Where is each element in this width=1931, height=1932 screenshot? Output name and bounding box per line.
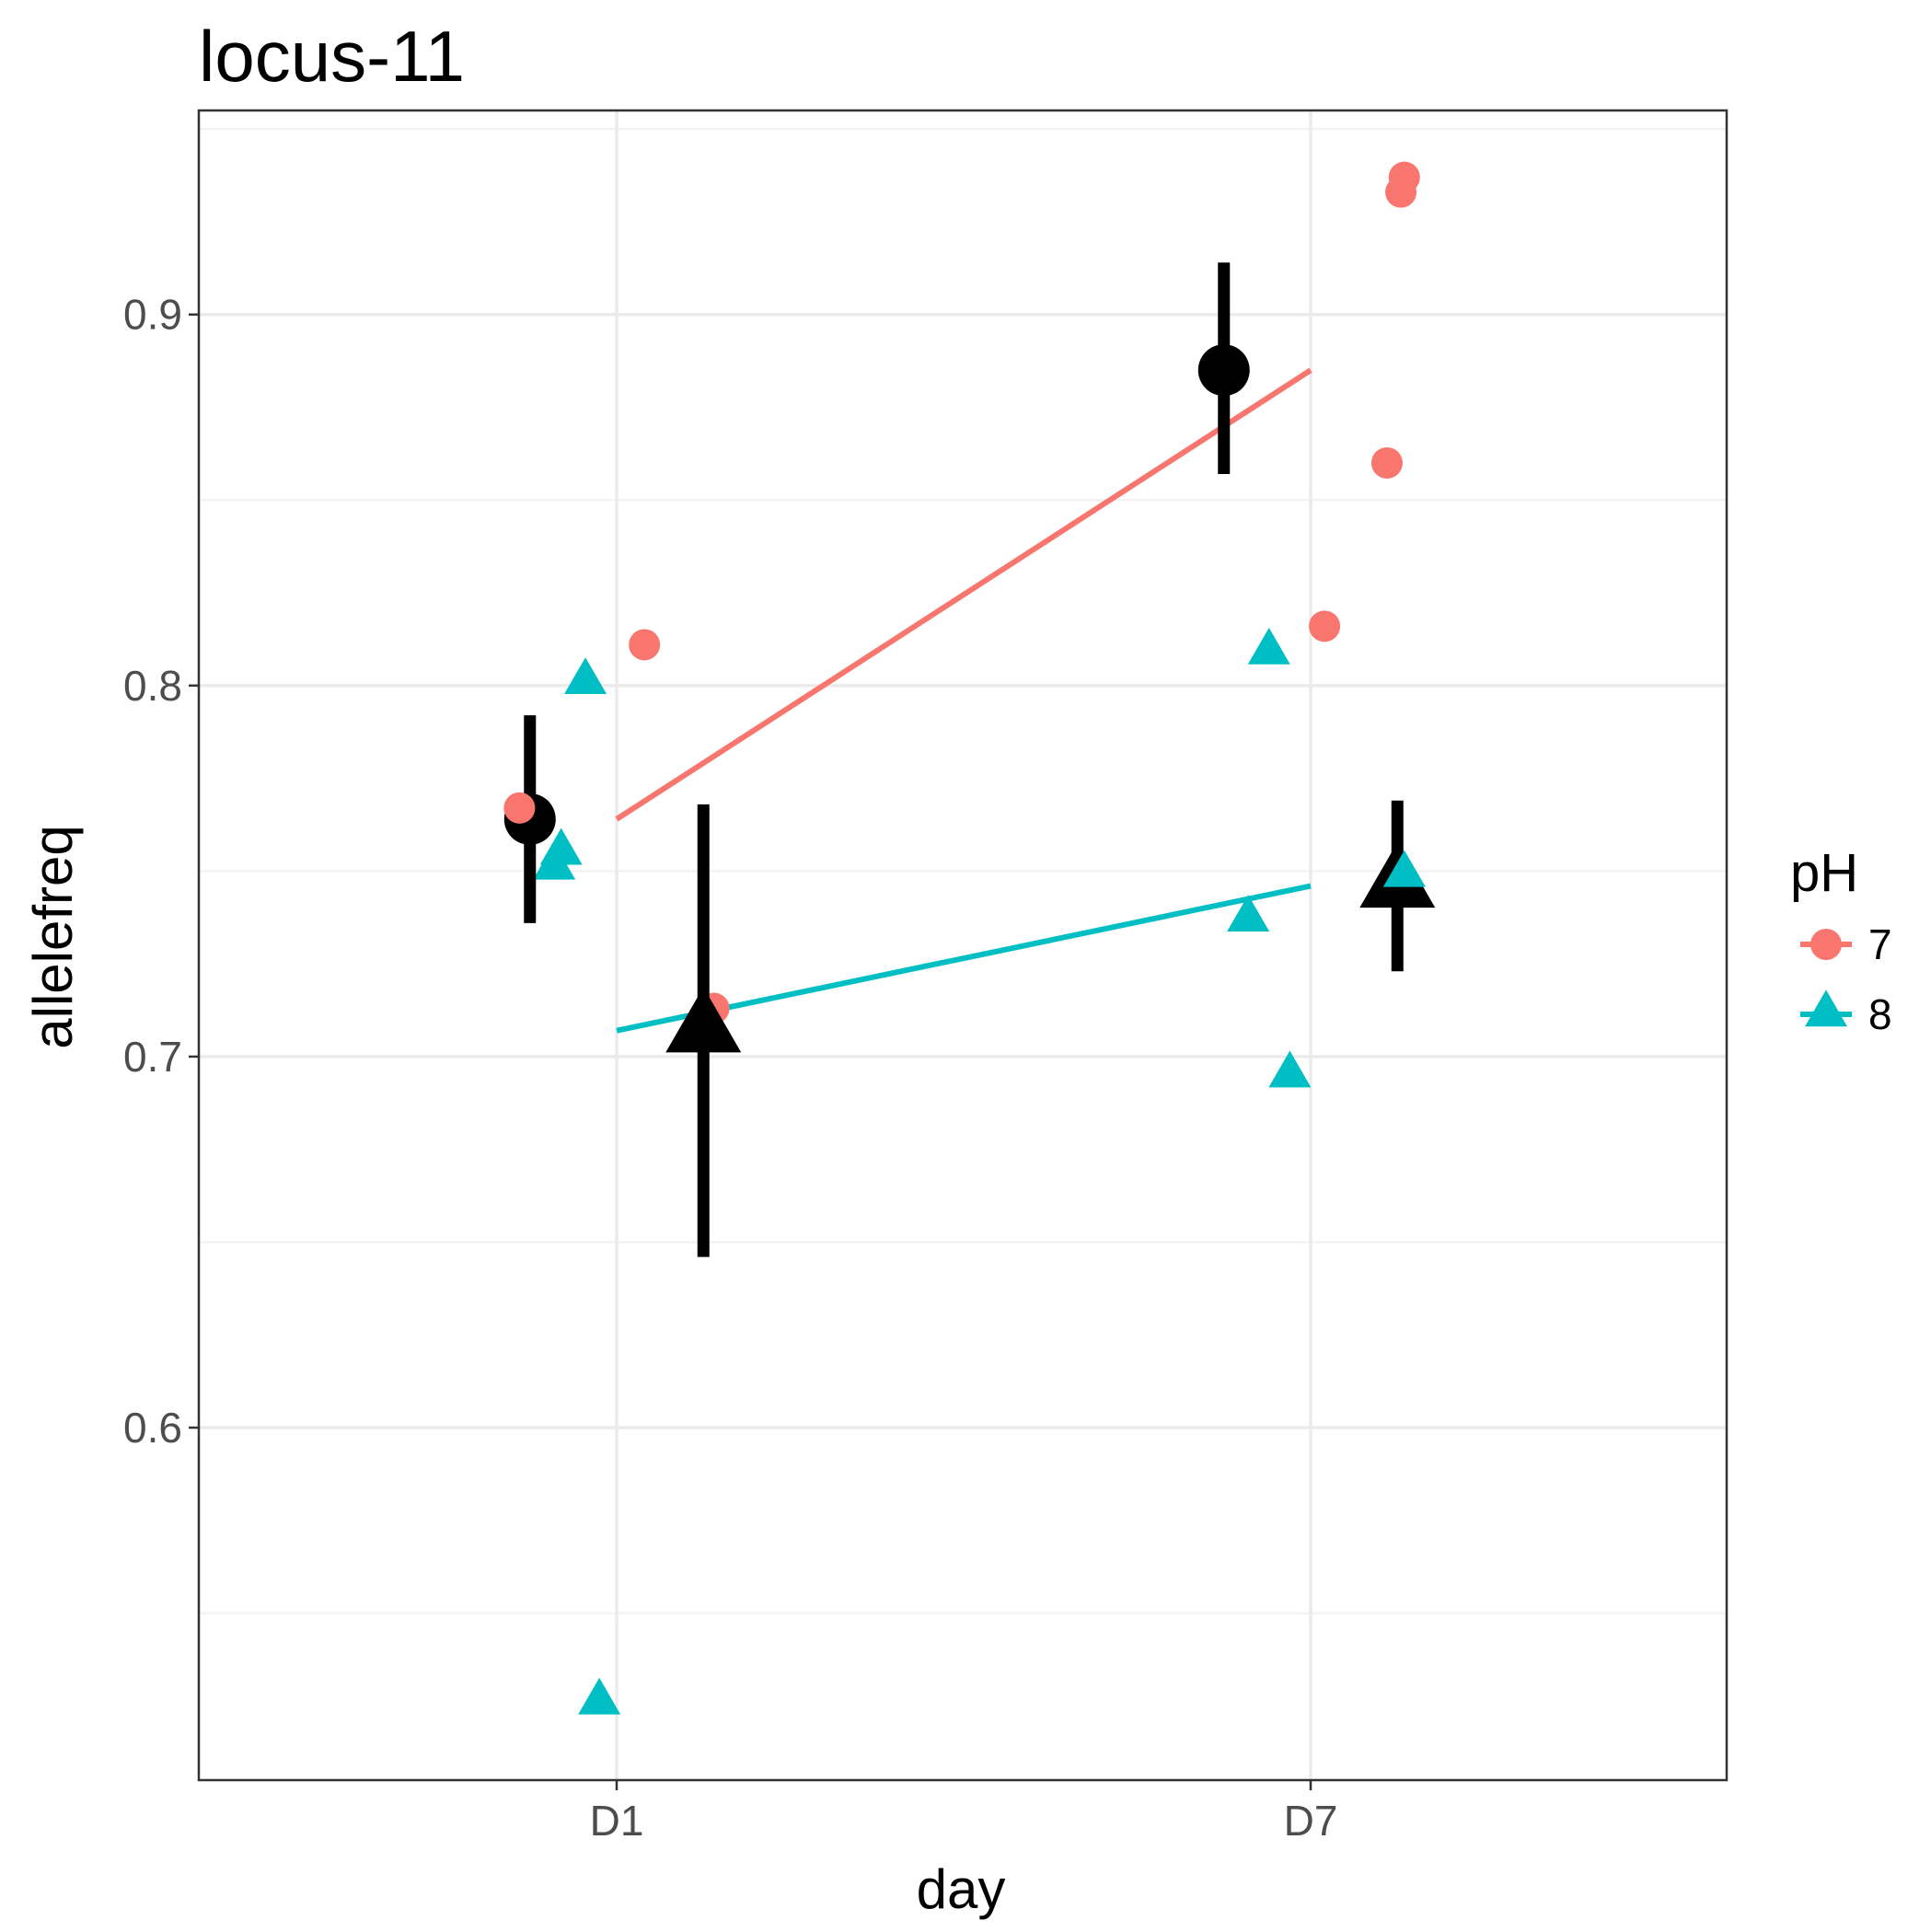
y-tick-label: 0.6 bbox=[123, 1404, 182, 1452]
data-point bbox=[1382, 850, 1426, 887]
data-point bbox=[1370, 446, 1403, 479]
x-tick-label: D1 bbox=[590, 1797, 644, 1845]
data-point bbox=[1268, 1050, 1312, 1088]
y-axis-title: allelefreq bbox=[22, 825, 84, 1049]
data-point bbox=[539, 827, 583, 865]
mean-marker bbox=[1197, 344, 1250, 397]
axis-layer: 0.6 0.7 0.8 0.9 D1 D7 bbox=[123, 291, 1337, 1845]
legend-label: 7 bbox=[1868, 920, 1892, 968]
mean-marker bbox=[665, 987, 742, 1053]
data-point bbox=[1227, 895, 1270, 932]
data-point bbox=[1388, 161, 1420, 193]
legend-label: 8 bbox=[1868, 990, 1892, 1038]
legend-key-marker bbox=[1805, 989, 1847, 1027]
data-point bbox=[503, 792, 536, 824]
x-axis-title: day bbox=[917, 1858, 1006, 1920]
trend-line bbox=[616, 883, 1312, 1034]
legend-title: pH bbox=[1790, 843, 1858, 903]
y-tick-label: 0.9 bbox=[123, 291, 182, 339]
data-point bbox=[1309, 610, 1341, 642]
trend-line bbox=[615, 367, 1312, 822]
trend-layer bbox=[615, 367, 1312, 1034]
grid-layer bbox=[199, 110, 1727, 1780]
chart-title: locus-11 bbox=[199, 16, 465, 97]
y-tick-label: 0.7 bbox=[123, 1033, 182, 1081]
x-tick-label: D7 bbox=[1284, 1797, 1338, 1845]
data-point bbox=[1247, 627, 1290, 665]
y-tick-label: 0.8 bbox=[123, 662, 182, 710]
panel-border bbox=[197, 109, 1729, 1782]
summary-layer bbox=[503, 262, 1436, 1257]
legend-key-marker bbox=[1810, 929, 1842, 960]
data-point bbox=[578, 1677, 621, 1715]
data-point bbox=[629, 629, 661, 661]
data-point bbox=[564, 657, 607, 695]
legend: pH7 8 bbox=[1790, 843, 1892, 1038]
